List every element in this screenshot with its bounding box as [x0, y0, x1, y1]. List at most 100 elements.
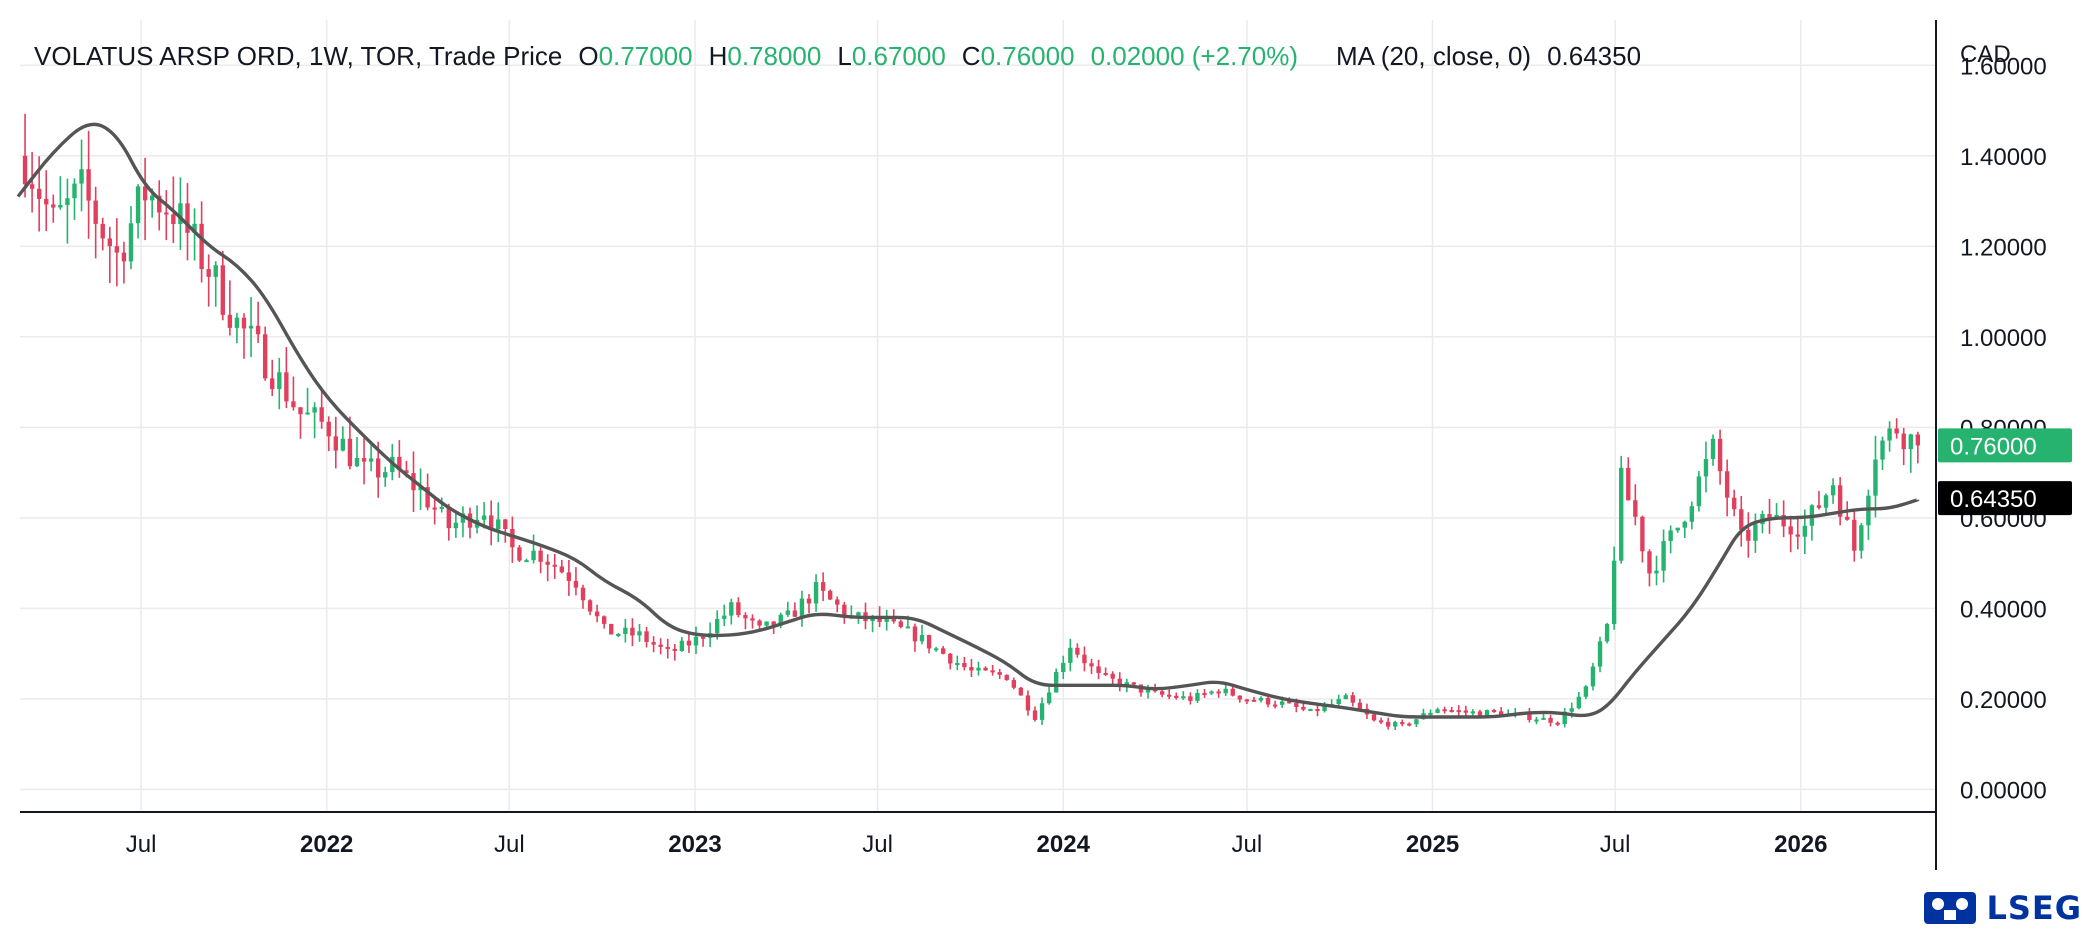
candle-body [227, 314, 233, 328]
candle-body [1216, 691, 1221, 694]
candle-body [439, 506, 444, 509]
candle-body [51, 204, 56, 208]
candle-body [213, 265, 218, 277]
candle-body [1428, 712, 1433, 715]
candle-body [1315, 709, 1320, 712]
candle-body [856, 612, 861, 616]
candle-body [792, 610, 798, 617]
candle-body [496, 519, 501, 530]
candle-body [1343, 695, 1348, 700]
candle-body [1569, 708, 1574, 712]
candle-body [453, 522, 459, 529]
candle-body [1562, 711, 1567, 725]
candle-body [1357, 702, 1363, 709]
candle-body [22, 155, 28, 185]
high-label: H [708, 40, 728, 71]
candle-body [171, 214, 176, 224]
candle-body [1668, 530, 1673, 542]
candle-body [1258, 697, 1264, 701]
candle-body [1746, 529, 1751, 541]
candle-body [326, 421, 331, 437]
x-axis-ticks: Jul 2022 Jul 2023 Jul 2024 Jul 2025 Jul 2026 [126, 831, 1828, 858]
candle-body [1167, 694, 1172, 697]
candle-body [1604, 624, 1610, 642]
candle-body [679, 640, 685, 651]
candle-body [1816, 505, 1822, 508]
symbol-title: VOLATUS ARSP ORD, 1W, TOR, Trade Price [34, 40, 563, 71]
candle-body [1046, 692, 1052, 704]
candle-body [714, 618, 720, 634]
candle-body [736, 602, 741, 616]
candle-body [1498, 711, 1504, 716]
candle-body [1096, 666, 1101, 673]
candle-body [835, 599, 840, 605]
y-tick-label: 0.40000 [1960, 596, 2047, 623]
candle-body [1788, 526, 1793, 535]
candle-body [149, 195, 155, 201]
candle-body [1859, 525, 1864, 551]
candle-body [566, 572, 572, 581]
last-price-label: 0.76000 [1950, 433, 2037, 460]
candle-body [1378, 720, 1384, 723]
candle-body [1908, 434, 1913, 450]
candle-body [919, 635, 925, 642]
candle-body [1089, 663, 1094, 667]
lseg-logo: LSEG [1922, 888, 2082, 928]
candle-body [1061, 662, 1066, 673]
open-label: O [578, 40, 599, 71]
candle-body [1767, 514, 1772, 520]
candle-body [100, 223, 105, 239]
candle-body [1534, 719, 1539, 722]
candle-body [1548, 717, 1553, 723]
candle-body [128, 223, 134, 262]
candle-body [1209, 691, 1214, 694]
candle-body [1237, 695, 1243, 700]
candle-body [1830, 485, 1836, 496]
candle-body [941, 648, 946, 654]
y-tick-label: 1.20000 [1960, 234, 2047, 261]
candle-body [1018, 687, 1024, 696]
ma-header-value: 0.64350 [1547, 40, 1642, 71]
candle-body [333, 436, 338, 451]
candle-body [1301, 706, 1306, 710]
candle-body [1661, 541, 1666, 571]
candle-body [65, 198, 70, 206]
candle-body [121, 252, 127, 262]
x-tick-label: 2022 [300, 831, 353, 858]
candle-body [827, 590, 833, 600]
candle-body [545, 561, 550, 565]
candle-body [1689, 506, 1695, 522]
candle-body [1032, 710, 1038, 720]
candle-body [842, 604, 847, 616]
candle-body [1654, 570, 1659, 574]
candle-body [262, 334, 268, 379]
candle-body [1393, 722, 1398, 727]
candle-body [397, 456, 402, 471]
candle-body [665, 646, 670, 649]
candle-body [990, 670, 995, 673]
candle-body [1753, 524, 1758, 541]
candle-body [1675, 527, 1680, 531]
close-label: C [961, 40, 981, 71]
candle-body [1696, 476, 1702, 507]
candle-body [1555, 722, 1560, 725]
candle-body [630, 627, 635, 636]
candle-body [1802, 525, 1808, 537]
candle-body [354, 458, 360, 467]
low-label: L [837, 40, 852, 71]
y-tick-label: 1.00000 [1960, 325, 2047, 352]
x-tick-label: Jul [1600, 831, 1631, 858]
x-tick-label: 2024 [1037, 831, 1091, 858]
x-tick-label: 2025 [1406, 831, 1459, 858]
candle-body [609, 623, 614, 635]
candle-body [185, 203, 190, 233]
candle-body [1491, 710, 1497, 713]
candle-body [1484, 710, 1490, 716]
candle-body [743, 615, 748, 619]
moving-average-line [16, 122, 1920, 719]
candle-body [1181, 696, 1186, 699]
candle-body [319, 407, 324, 422]
candle-body [538, 550, 543, 562]
candle-body [107, 238, 112, 247]
